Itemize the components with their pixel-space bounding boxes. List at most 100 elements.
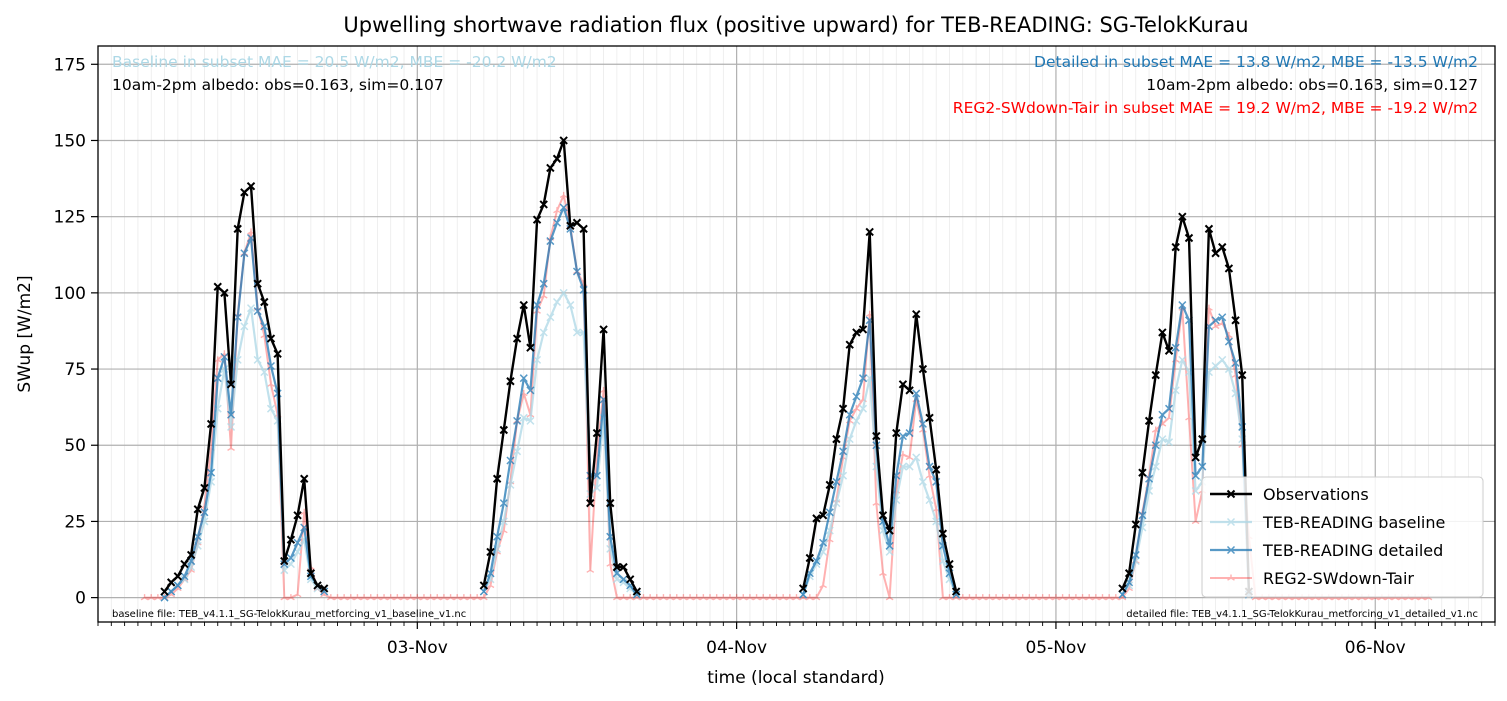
data-point-detailed <box>207 468 216 477</box>
data-point-reg2 <box>366 594 375 601</box>
data-point-detailed <box>1151 441 1160 450</box>
detailed-stats-annotation: Detailed in subset MAE = 13.8 W/m2, MBE … <box>1034 53 1478 71</box>
data-point-reg2 <box>539 292 548 299</box>
data-point-reg2 <box>619 594 628 601</box>
data-point-observations <box>925 413 934 423</box>
legend-marker <box>1227 574 1235 581</box>
data-point-baseline <box>519 413 528 422</box>
data-point-observations <box>506 377 515 386</box>
data-point-observations <box>592 428 602 438</box>
data-point-detailed <box>559 203 568 212</box>
data-point-observations <box>1238 370 1247 380</box>
data-point-reg2 <box>340 594 348 601</box>
data-point-baseline <box>513 447 522 456</box>
data-point-observations <box>1118 584 1127 593</box>
data-point-detailed <box>799 590 808 599</box>
data-point-observations <box>1184 233 1194 243</box>
data-point-detailed <box>1118 590 1127 599</box>
data-point-observations <box>872 431 881 441</box>
data-point-reg2 <box>805 594 814 601</box>
legend-marker <box>1226 545 1236 555</box>
data-point-observations <box>599 325 608 334</box>
data-point-observations <box>286 535 296 544</box>
data-point-reg2 <box>659 594 668 601</box>
data-point-reg2 <box>1111 594 1120 601</box>
data-point-reg2 <box>1091 594 1100 601</box>
data-point-observations <box>180 559 189 569</box>
data-point-reg2 <box>985 594 994 601</box>
data-point-detailed <box>266 361 275 371</box>
data-point-detailed <box>506 456 515 465</box>
data-point-baseline <box>227 422 236 431</box>
data-point-reg2 <box>1078 594 1087 601</box>
detailed-file-annotation: detailed file: TEB_v4.1.1_SG-TelokKurau_… <box>1126 609 1478 620</box>
data-point-reg2 <box>679 594 688 601</box>
data-point-reg2 <box>739 594 748 601</box>
data-point-baseline <box>559 288 568 297</box>
data-point-reg2 <box>353 594 362 601</box>
chart-title: Upwelling shortwave radiation flux (posi… <box>343 13 1248 37</box>
data-point-detailed <box>499 499 508 508</box>
data-point-detailed <box>240 249 249 258</box>
legend-marker <box>1226 517 1236 527</box>
data-point-detailed <box>479 587 488 596</box>
data-point-observations <box>213 282 222 291</box>
data-point-reg2 <box>333 594 342 601</box>
data-point-reg2 <box>1072 594 1080 601</box>
data-point-baseline <box>852 416 861 425</box>
data-point-observations <box>838 404 848 413</box>
data-point-detailed <box>213 374 222 383</box>
data-point-reg2 <box>639 594 648 601</box>
data-point-detailed <box>852 392 861 401</box>
data-point-reg2 <box>473 594 482 601</box>
data-point-observations <box>1131 520 1140 529</box>
data-point-observations <box>938 529 948 538</box>
x-tick-label: 06-Nov <box>1345 638 1406 658</box>
data-point-detailed <box>812 557 821 566</box>
data-point-reg2 <box>1058 594 1067 601</box>
data-point-observations <box>885 526 894 535</box>
baseline-file-annotation: baseline file: TEB_v4.1.1_SG-TelokKurau_… <box>112 609 466 620</box>
series-line-reg2 <box>144 194 1429 599</box>
data-point-reg2 <box>466 594 475 601</box>
data-point-observations <box>559 136 568 145</box>
data-point-detailed <box>612 569 621 578</box>
legend-label: TEB-READING baseline <box>1262 513 1445 532</box>
data-point-observations <box>832 434 841 444</box>
data-point-baseline <box>280 566 289 575</box>
data-point-detailed <box>858 374 868 383</box>
data-point-observations <box>246 181 256 191</box>
legend-swatch-detailed <box>1210 545 1252 555</box>
series-detailed <box>160 203 1253 602</box>
data-point-reg2 <box>386 594 395 601</box>
data-point-observations <box>1191 453 1200 462</box>
data-point-observations <box>1138 468 1147 477</box>
data-point-detailed <box>1191 471 1200 480</box>
data-point-baseline <box>925 496 934 505</box>
data-point-observations <box>805 553 815 563</box>
data-point-observations <box>912 309 921 319</box>
data-point-observations <box>945 559 954 569</box>
data-point-observations <box>266 334 276 343</box>
data-point-observations <box>552 154 562 163</box>
data-point-baseline <box>572 328 582 337</box>
data-point-observations <box>852 328 861 337</box>
data-point-observations <box>526 343 535 352</box>
series-line-baseline <box>482 291 638 596</box>
detailed-albedo-annotation: 10am-2pm albedo: obs=0.163, sim=0.127 <box>1146 76 1478 94</box>
data-point-baseline <box>905 462 914 471</box>
data-point-reg2 <box>1052 594 1060 601</box>
data-point-baseline <box>253 355 262 364</box>
data-point-detailed <box>1164 404 1174 413</box>
data-point-reg2 <box>958 594 967 601</box>
axis-ticks: 03-Nov 04-Nov 05-Nov 06-Nov 0 25 50 75 100 125 150… <box>54 55 1496 658</box>
data-point-detailed <box>845 410 854 419</box>
data-point-reg2 <box>406 594 415 601</box>
data-point-reg2 <box>759 594 768 601</box>
data-point-baseline <box>825 526 834 535</box>
data-point-observations <box>492 474 502 483</box>
data-point-reg2 <box>373 594 382 601</box>
x-tick-label: 03-Nov <box>387 638 448 658</box>
data-point-reg2 <box>287 594 295 601</box>
